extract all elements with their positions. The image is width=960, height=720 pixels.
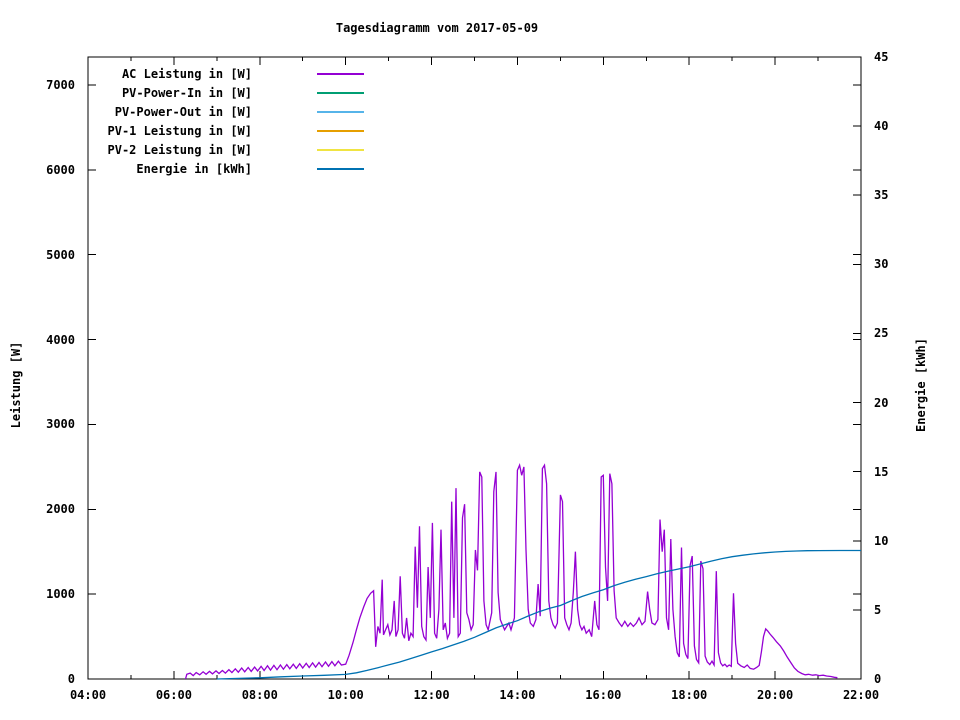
y-left-tick-label: 0 xyxy=(67,672,75,686)
y-right-tick-label: 5 xyxy=(874,602,882,617)
legend-item: AC Leistung in [W] xyxy=(88,64,364,83)
legend-label: PV-1 Leistung in [W] xyxy=(107,123,253,138)
y-left-tick-label: 5000 xyxy=(46,247,75,262)
y-right-tick-label: 0 xyxy=(874,672,882,686)
y-right-tick-label: 10 xyxy=(874,533,889,548)
legend: AC Leistung in [W] PV-Power-In in [W] PV… xyxy=(88,64,364,178)
y-axis-label-right: Energie [kWh] xyxy=(914,338,928,432)
y-right-tick-label: 45 xyxy=(874,50,889,64)
y-right-tick-label: 15 xyxy=(874,464,889,479)
legend-line-sample xyxy=(317,148,364,151)
legend-label: Energie in [kWh] xyxy=(136,161,252,176)
y-left-tick-label: 6000 xyxy=(46,162,75,177)
legend-item: Energie in [kWh] xyxy=(88,159,364,178)
y-left-tick-label: 1000 xyxy=(46,587,75,602)
y-right-tick-label: 35 xyxy=(874,188,889,203)
legend-line-sample xyxy=(317,72,364,75)
legend-label: PV-2 Leistung in [W] xyxy=(107,142,253,157)
x-tick-label: 16:00 xyxy=(585,688,622,702)
legend-line-sample xyxy=(317,91,364,94)
legend-label: PV-Power-Out in [W] xyxy=(114,104,252,119)
y-left-tick-label: 2000 xyxy=(46,502,75,517)
y-right-tick-label: 20 xyxy=(874,395,889,410)
y-left-tick-label: 7000 xyxy=(46,78,75,92)
y-left-tick-label: 4000 xyxy=(46,332,75,347)
series-line xyxy=(184,463,838,680)
y-left-tick-label: 3000 xyxy=(46,417,75,432)
chart-title: Tagesdiagramm vom 2017-05-09 xyxy=(335,21,539,35)
x-tick-label: 18:00 xyxy=(671,688,708,702)
legend-line-sample xyxy=(317,129,364,132)
legend-item: PV-Power-In in [W] xyxy=(88,83,364,102)
x-tick-label: 12:00 xyxy=(413,688,450,702)
y-axis-label-left: Leistung [W] xyxy=(9,341,23,429)
x-tick-label: 10:00 xyxy=(327,688,364,702)
legend-item: PV-2 Leistung in [W] xyxy=(88,140,364,159)
legend-label: AC Leistung in [W] xyxy=(121,66,252,81)
x-tick-label: 14:00 xyxy=(499,688,536,702)
x-tick-label: 20:00 xyxy=(757,688,794,702)
y-right-tick-label: 40 xyxy=(874,119,889,134)
legend-line-sample xyxy=(317,167,364,170)
y-right-tick-label: 25 xyxy=(874,326,889,341)
x-tick-label: 04:00 xyxy=(69,688,107,702)
legend-line-sample xyxy=(317,110,364,113)
x-tick-label: 22:00 xyxy=(842,688,880,702)
x-tick-label: 06:00 xyxy=(155,688,192,702)
y-right-tick-label: 30 xyxy=(874,257,889,272)
legend-item: PV-Power-Out in [W] xyxy=(88,102,364,121)
legend-item: PV-1 Leistung in [W] xyxy=(88,121,364,140)
series-line xyxy=(216,549,861,680)
x-tick-label: 08:00 xyxy=(241,688,278,702)
legend-label: PV-Power-In in [W] xyxy=(121,85,252,100)
